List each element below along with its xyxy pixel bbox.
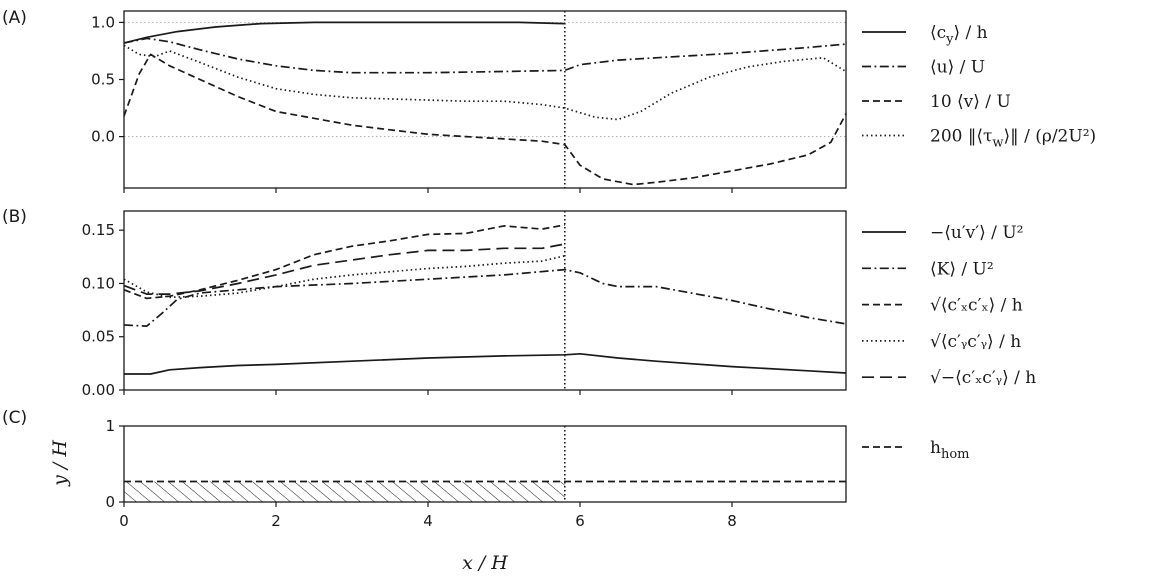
x-tick-label-3: 6 bbox=[575, 512, 585, 530]
panel-a-plot: 0.0 0.5 1.0 bbox=[91, 10, 847, 193]
x-tick-label-2: 4 bbox=[423, 512, 433, 530]
legend-label-a-2: 10 ⟨v⟩ / U bbox=[930, 92, 1011, 112]
y-tick-label-b-3: 0.15 bbox=[82, 221, 115, 239]
series-line-a-3 bbox=[123, 44, 847, 121]
legend-label-b-4: √−⟨c′ₓc′ᵧ⟩ / h bbox=[930, 368, 1036, 388]
series-line-b-3 bbox=[123, 254, 565, 299]
legend-label-a-3: 200 ‖⟨τw⟩‖ / (ρ/2U²) bbox=[930, 127, 1096, 151]
x-tick-label-0: 0 bbox=[119, 512, 129, 530]
y-tick-label-a-0: 0.0 bbox=[91, 128, 115, 146]
plot-frame-panel-a bbox=[123, 10, 847, 189]
legend-panel-c: hhom bbox=[862, 438, 969, 462]
y-tick-label-c-1: 1 bbox=[105, 417, 115, 435]
plot-frame-panel-c bbox=[123, 425, 847, 503]
plot-frame-panel-b bbox=[123, 210, 847, 391]
legend-label-a-1: ⟨u⟩ / U bbox=[930, 58, 985, 78]
x-tick-label-1: 2 bbox=[271, 512, 281, 530]
panel-c-plot: 0 1 0 2 4 6 8 bbox=[105, 417, 847, 530]
y-tick-label-b-1: 0.05 bbox=[82, 328, 115, 346]
panel-c-tag: (C) bbox=[2, 408, 27, 428]
legend-label-a-0: ⟨cy⟩ / h bbox=[930, 23, 988, 47]
panel-b-plot: 0.00 0.05 0.10 0.15 bbox=[82, 210, 847, 399]
series-line-b-4 bbox=[123, 243, 565, 295]
series-line-b-0 bbox=[124, 352, 847, 375]
series-line-b-1 bbox=[123, 268, 847, 327]
y-tick-label-b-0: 0.00 bbox=[82, 381, 115, 399]
legend-panel-b: −⟨u′v′⟩ / U² ⟨K⟩ / U² √⟨c′ₓc′ₓ⟩ / h √⟨c′ᵧc′… bbox=[862, 223, 1036, 388]
hatched-region-panel-c bbox=[124, 481, 565, 502]
panel-b-tag: (B) bbox=[2, 207, 27, 227]
legend-label-b-3: √⟨c′ᵧc′ᵧ⟩ / h bbox=[930, 332, 1021, 352]
legend-label-b-0: −⟨u′v′⟩ / U² bbox=[930, 223, 1023, 243]
series-line-a-2 bbox=[123, 53, 847, 186]
legend-label-b-1: ⟨K⟩ / U² bbox=[930, 259, 994, 279]
x-axis-title: x / H bbox=[462, 552, 508, 574]
y-axis-title-panel-c: y / H bbox=[49, 440, 71, 487]
legend-label-c-0: hhom bbox=[930, 438, 969, 462]
x-tick-label-4: 8 bbox=[727, 512, 737, 530]
y-tick-label-a-2: 1.0 bbox=[91, 13, 115, 31]
legend-panel-a: ⟨cy⟩ / h ⟨u⟩ / U 10 ⟨v⟩ / U 200 ‖⟨τw⟩‖ / (ρ… bbox=[862, 23, 1096, 151]
series-line-a-0 bbox=[123, 21, 565, 44]
series-line-a-1 bbox=[123, 37, 847, 74]
y-tick-label-c-0: 0 bbox=[105, 493, 115, 511]
y-tick-label-a-1: 0.5 bbox=[91, 71, 115, 89]
y-tick-label-b-2: 0.10 bbox=[82, 274, 115, 292]
panel-a-tag: (A) bbox=[2, 8, 27, 28]
legend-label-b-2: √⟨c′ₓc′ₓ⟩ / h bbox=[930, 296, 1023, 316]
